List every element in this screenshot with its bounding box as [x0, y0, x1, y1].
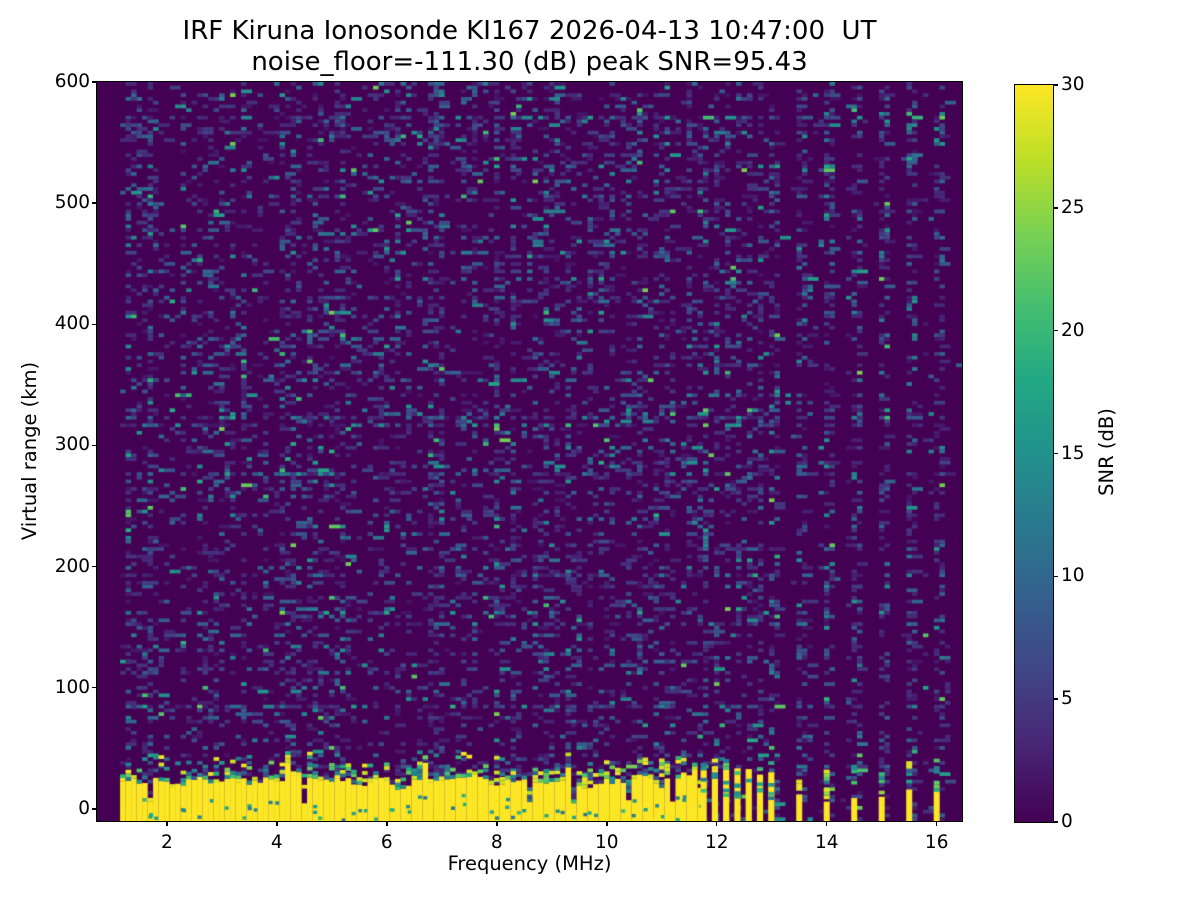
- chart-subtitle: noise_floor=-111.30 (dB) peak SNR=95.43: [251, 47, 808, 77]
- x-tick: [715, 821, 718, 826]
- y-tick: [92, 444, 97, 447]
- colorbar-tick-label: 5: [1061, 688, 1073, 710]
- y-tick: [92, 81, 97, 83]
- y-tick-label: 500: [54, 192, 90, 214]
- y-tick: [92, 686, 97, 689]
- colorbar-tick: [1053, 84, 1058, 86]
- colorbar-tick: [1053, 821, 1058, 823]
- x-tick: [276, 821, 278, 826]
- x-axis-label: Frequency (MHz): [447, 852, 612, 875]
- x-tick-label: 16: [924, 832, 949, 853]
- colorbar-tick-label: 25: [1061, 196, 1085, 218]
- colorbar-tick-label: 30: [1061, 74, 1085, 95]
- y-tick-label: 600: [54, 71, 90, 92]
- y-tick: [92, 323, 97, 326]
- colorbar-tick-label: 15: [1061, 442, 1085, 464]
- y-tick: [92, 565, 97, 568]
- x-tick-label: 6: [380, 832, 393, 853]
- x-tick-label: 2: [160, 832, 173, 853]
- y-tick-label: 100: [54, 676, 90, 698]
- colorbar-tick-label: 20: [1061, 319, 1085, 341]
- x-tick: [166, 821, 168, 826]
- colorbar-tick: [1053, 698, 1058, 700]
- x-tick-label: 14: [814, 832, 839, 853]
- x-tick: [825, 821, 828, 826]
- x-tick: [496, 821, 498, 826]
- x-tick-label: 8: [490, 832, 503, 853]
- x-tick: [606, 821, 608, 826]
- y-tick-label: 300: [54, 434, 90, 456]
- y-tick-label: 200: [54, 555, 90, 577]
- colorbar-tick: [1053, 207, 1058, 209]
- y-tick-label: 0: [78, 797, 90, 819]
- x-tick: [935, 821, 938, 826]
- x-tick-label: 10: [594, 832, 619, 853]
- y-tick-label: 400: [54, 313, 90, 335]
- x-tick-label: 12: [704, 832, 729, 853]
- colorbar: [1013, 83, 1054, 823]
- colorbar-tick: [1053, 575, 1058, 578]
- x-tick: [386, 821, 388, 826]
- colorbar-gradient: [1014, 84, 1053, 822]
- y-tick: [92, 202, 97, 204]
- y-tick: [92, 808, 97, 810]
- chart-title: IRF Kiruna Ionosonde KI167 2026-04-13 10…: [182, 16, 877, 46]
- colorbar-tick-label: 10: [1061, 565, 1085, 587]
- colorbar-tick: [1053, 329, 1058, 332]
- plot-area: [95, 80, 963, 822]
- colorbar-tick: [1053, 452, 1058, 455]
- colorbar-tick-label: 0: [1061, 811, 1073, 832]
- ionogram-heatmap-canvas: [96, 81, 962, 821]
- x-tick-label: 4: [270, 832, 283, 853]
